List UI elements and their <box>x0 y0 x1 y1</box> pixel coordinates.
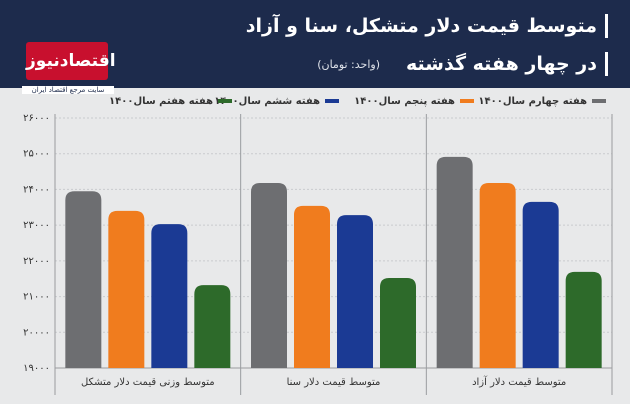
x-tick-label: متوسط قیمت دلار سنا <box>287 377 381 388</box>
subtitle: (واحد: تومان) <box>317 58 380 71</box>
legend-swatch <box>325 99 339 103</box>
legend-swatch <box>460 99 474 103</box>
y-tick-label: ۲۴۰۰۰ <box>23 184 50 195</box>
header: متوسط قیمت دلار متشکل، سنا و آزاد در چها… <box>0 0 630 88</box>
y-tick-label: ۲۵۰۰۰ <box>23 149 50 160</box>
bar <box>251 183 287 368</box>
tagline: سایت مرجع اقتصاد ایران <box>22 86 114 94</box>
bar <box>65 191 102 368</box>
logo: اقتصادنیوز <box>26 42 116 80</box>
title-line: در چهار هفته گذشته <box>406 52 608 76</box>
bar <box>380 278 416 368</box>
bar <box>194 285 231 368</box>
bar <box>108 210 145 368</box>
legend-swatch <box>592 99 606 103</box>
y-tick-label: ۲۳۰۰۰ <box>23 220 50 231</box>
legend-swatch <box>218 99 232 103</box>
bar <box>522 201 559 368</box>
title-line: متوسط قیمت دلار متشکل، سنا و آزاد <box>246 14 608 38</box>
y-tick-label: ۲۲۰۰۰ <box>23 256 50 267</box>
legend-label: هفته چهارم سال۱۴۰۰ <box>478 96 587 107</box>
y-tick-label: ۲۱۰۰۰ <box>23 292 50 303</box>
legend-label: هفته پنجم سال۱۴۰۰ <box>354 96 455 107</box>
x-tick-label: متوسط قیمت دلار آزاد <box>472 375 566 388</box>
bar <box>479 183 516 368</box>
legend-label: هفته هفتم سال۱۴۰۰ <box>109 96 213 107</box>
y-tick-label: ۱۹۰۰۰ <box>23 363 50 374</box>
bar <box>337 215 373 368</box>
bar <box>294 205 330 368</box>
bar <box>565 271 602 368</box>
y-tick-label: ۲۰۰۰۰ <box>23 327 50 338</box>
bar <box>151 224 188 368</box>
x-tick-label: متوسط وزنی قیمت دلار متشکل <box>81 377 215 388</box>
bar <box>436 156 473 368</box>
legend-label: هفته ششم سال۱۴۰۰ <box>214 96 320 107</box>
y-tick-label: ۲۶۰۰۰ <box>23 113 50 124</box>
